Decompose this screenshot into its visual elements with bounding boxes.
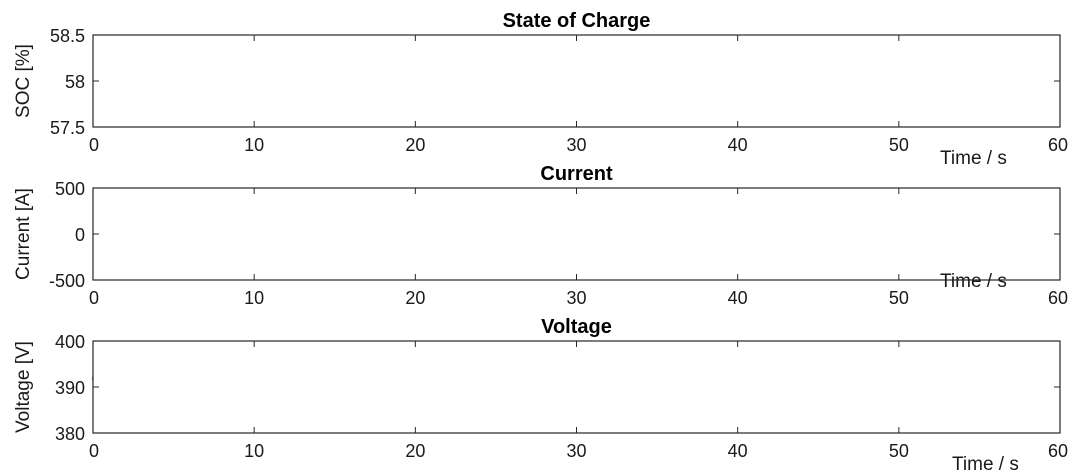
y-tick-label: 390 [55,378,85,398]
y-axis-label: SOC [%] [13,44,34,118]
x-tick-label: 0 [89,288,99,308]
chart-title: Voltage [541,316,612,338]
x-tick-label: 20 [405,441,425,461]
x-tick-label: 60 [1048,288,1068,308]
y-axis-label: Current [A] [13,188,34,280]
x-tick-label: 0 [89,441,99,461]
x-tick-label: 0 [89,135,99,155]
chart-title: State of Charge [503,10,651,32]
plot-frame [92,34,1061,128]
x-tick-label: 50 [889,288,909,308]
x-tick-label: 60 [1048,135,1068,155]
chart-title: Current [540,163,613,185]
x-tick-label: 50 [889,135,909,155]
x-axis-label: Time / s [940,148,1007,169]
x-axis-label: Time / s [952,454,1019,474]
x-tick-label: 20 [405,288,425,308]
y-tick-label: 58.5 [50,26,85,46]
x-tick-label: 30 [566,288,586,308]
x-tick-label: 40 [728,288,748,308]
y-tick-label: 500 [55,179,85,199]
chart-panel-3: 0 10 20 30 40 50 60 380 390 400 Voltage Voltage [V]… [13,316,1068,474]
x-tick-label: 10 [244,288,264,308]
y-tick-label: 57.5 [50,118,85,138]
plot-frame [92,340,1061,434]
x-tick-label: 30 [566,135,586,155]
x-tick-label: 20 [405,135,425,155]
y-tick-label: 0 [75,225,85,245]
x-tick-label: 60 [1048,441,1068,461]
y-tick-label: -500 [49,271,85,291]
x-tick-label: 50 [889,441,909,461]
y-tick-label: 58 [65,72,85,92]
plot-frame [92,187,1061,281]
chart-panel-1: 0 10 20 30 40 50 60 57.5 58 58.5 State of Charge SO… [13,10,1068,169]
x-tick-label: 10 [244,441,264,461]
x-axis-label: Time / s [940,271,1007,292]
y-tick-label: 400 [55,332,85,352]
y-tick-label: 380 [55,424,85,444]
x-tick-label: 30 [566,441,586,461]
x-tick-label: 10 [244,135,264,155]
x-tick-label: 40 [728,441,748,461]
x-tick-label: 40 [728,135,748,155]
y-axis-label: Voltage [V] [13,341,34,433]
